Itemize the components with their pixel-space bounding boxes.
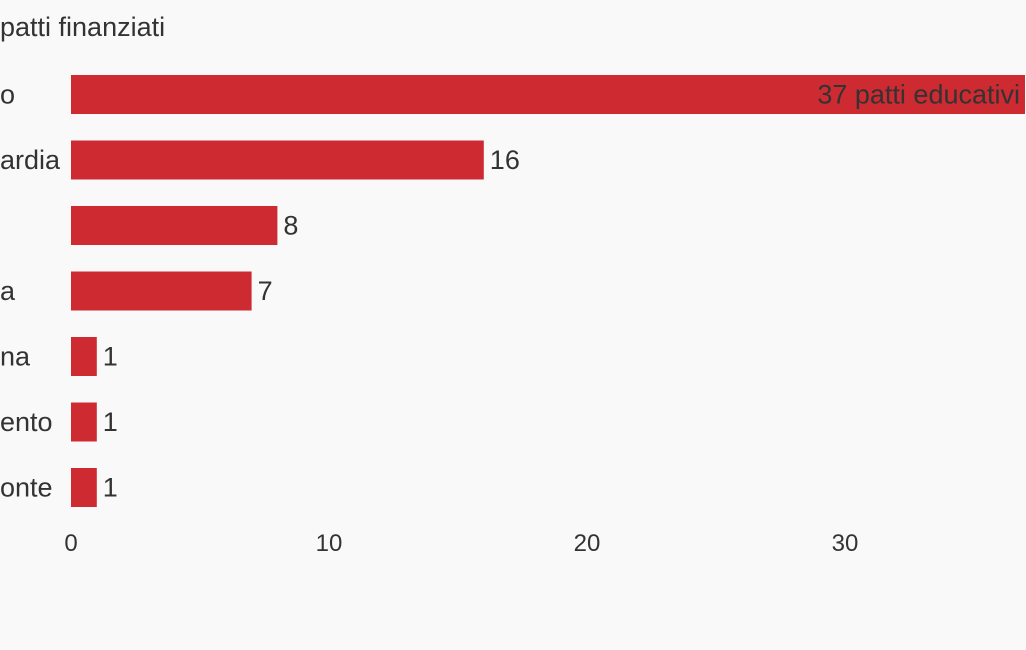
value-label-0: 37 patti educativi <box>817 80 1020 110</box>
value-label-3: 7 <box>258 276 273 306</box>
category-label-5: ento <box>0 407 53 437</box>
x-axis: 0 10 20 30 <box>64 530 858 557</box>
category-label-0: o <box>0 80 15 110</box>
category-label-3: a <box>0 276 16 306</box>
value-label-4: 1 <box>103 342 118 372</box>
bar-4 <box>71 337 97 376</box>
bar-3 <box>71 271 252 311</box>
x-tick-label-3: 30 <box>832 530 859 557</box>
bars-group: o 37 patti educativi ardia 16 8 a 7 na 1 ento 1 ont… <box>0 75 1025 507</box>
x-tick-label-1: 10 <box>316 530 343 557</box>
value-label-1: 16 <box>490 145 520 175</box>
value-label-5: 1 <box>103 407 118 437</box>
bar-2 <box>71 206 278 245</box>
value-label-6: 1 <box>103 473 118 503</box>
category-label-4: na <box>0 342 31 372</box>
x-tick-label-2: 20 <box>574 530 601 557</box>
bar-0 <box>71 75 1025 114</box>
category-label-6: onte <box>0 473 53 503</box>
bar-1 <box>71 140 484 180</box>
x-tick-label-0: 0 <box>64 530 77 557</box>
bar-5 <box>71 402 97 442</box>
category-label-1: ardia <box>0 145 61 175</box>
chart-title: patti finanziati <box>0 12 165 42</box>
bar-6 <box>71 468 97 507</box>
value-label-2: 8 <box>283 211 298 241</box>
